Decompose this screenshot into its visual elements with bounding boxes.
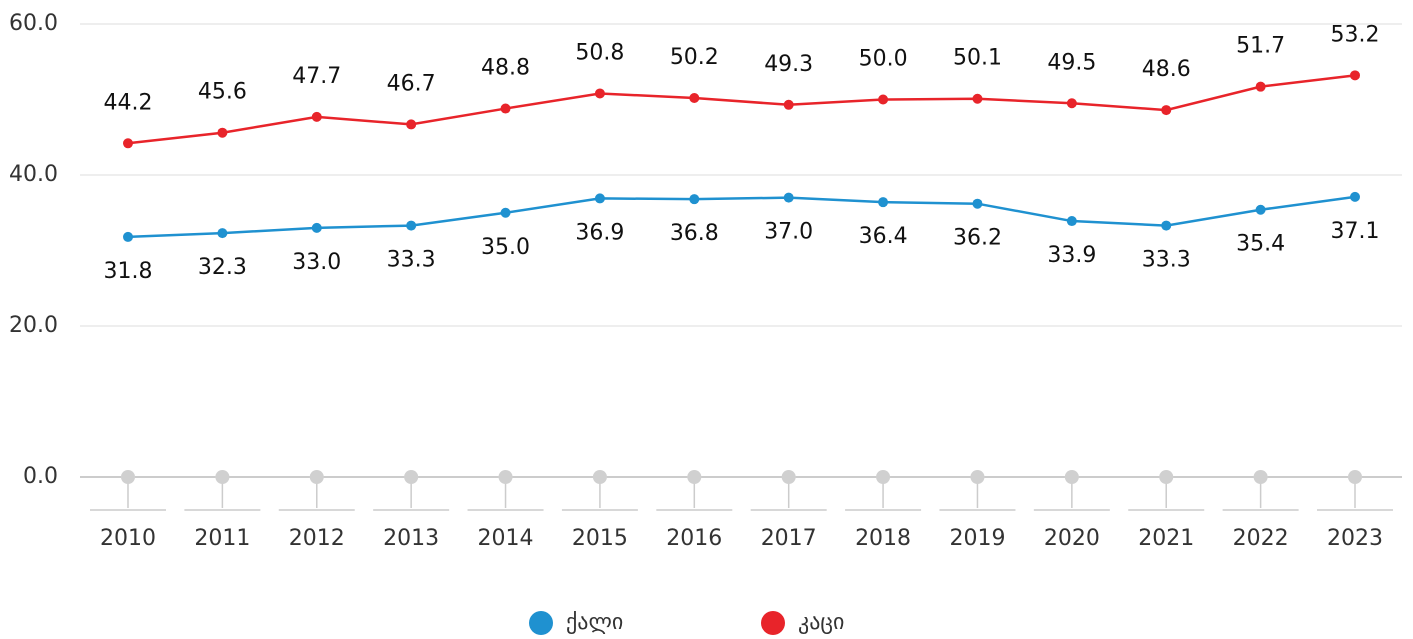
x-tick-label: 2022	[1233, 526, 1289, 551]
x-tick-dot	[404, 470, 419, 484]
legend-label: ქალი	[566, 610, 623, 635]
x-tick-label: 2021	[1138, 526, 1194, 551]
data-point	[406, 119, 417, 130]
data-label: 48.8	[481, 56, 530, 81]
data-label: 35.0	[481, 235, 530, 260]
data-point	[1066, 216, 1077, 227]
data-label: 33.3	[1142, 248, 1191, 273]
data-label: 33.3	[387, 248, 436, 273]
data-label: 45.6	[198, 80, 247, 105]
x-tick-dot	[1159, 470, 1174, 484]
series-line	[127, 74, 1356, 145]
data-label: 50.8	[575, 40, 624, 65]
data-point	[500, 207, 511, 218]
data-label: 36.2	[953, 226, 1002, 251]
data-point	[1161, 220, 1172, 231]
x-tick-dot	[121, 470, 135, 484]
x-tick-label: 2015	[572, 526, 628, 551]
x-tick-dot	[592, 470, 607, 484]
x-tick-label: 2020	[1044, 526, 1100, 551]
data-label: 33.9	[1047, 243, 1096, 268]
series-line	[127, 195, 1356, 239]
data-point	[123, 138, 133, 149]
data-label: 31.8	[104, 259, 153, 284]
y-tick-label: 60.0	[9, 11, 58, 36]
data-point	[689, 92, 700, 103]
x-tick-dot	[1253, 470, 1268, 484]
data-label: 49.5	[1047, 50, 1096, 75]
y-tick-label: 0.0	[23, 464, 58, 489]
data-point	[878, 197, 889, 208]
data-label: 51.7	[1236, 34, 1285, 59]
data-label: 32.3	[198, 255, 247, 280]
x-tick-dot	[1064, 470, 1079, 484]
data-point	[1255, 81, 1266, 92]
data-label: 47.7	[292, 64, 341, 89]
data-label: 46.7	[387, 71, 436, 96]
data-point	[594, 88, 605, 99]
data-label: 50.1	[953, 46, 1002, 71]
legend-swatch	[529, 611, 553, 635]
data-point	[689, 194, 700, 205]
data-label: 50.0	[859, 47, 908, 72]
y-tick-label: 40.0	[9, 162, 58, 187]
x-tick-dot	[970, 470, 985, 484]
data-point	[123, 231, 133, 242]
legend-swatch	[761, 611, 785, 635]
data-point	[972, 198, 983, 209]
data-label: 37.0	[764, 220, 813, 245]
data-point	[311, 111, 322, 122]
data-label: 48.6	[1142, 57, 1191, 82]
x-tick-label: 2018	[855, 526, 911, 551]
data-point	[500, 103, 511, 114]
data-point	[1161, 105, 1172, 116]
data-label: 50.2	[670, 45, 719, 70]
data-label: 36.9	[575, 220, 624, 245]
x-tick-label: 2017	[761, 526, 817, 551]
x-tick-dot	[498, 470, 513, 484]
x-tick-label: 2013	[383, 526, 439, 551]
data-label: 36.8	[670, 221, 719, 246]
data-point	[594, 193, 605, 204]
data-label: 36.4	[859, 224, 908, 249]
data-point	[1255, 204, 1266, 215]
x-tick-dot	[876, 470, 891, 484]
data-point	[1350, 191, 1360, 202]
x-tick-label: 2014	[478, 526, 534, 551]
data-point	[878, 94, 889, 105]
data-point	[406, 220, 417, 231]
x-tick-label: 2010	[100, 526, 156, 551]
data-label: 53.2	[1331, 22, 1380, 47]
data-point	[217, 127, 228, 138]
data-point	[1066, 98, 1077, 109]
data-label: 49.3	[764, 52, 813, 77]
data-point	[1350, 70, 1360, 81]
x-tick-dot	[215, 470, 230, 484]
data-point	[311, 222, 322, 233]
data-point	[972, 93, 983, 104]
y-tick-label: 20.0	[9, 313, 58, 338]
x-tick-dot	[781, 470, 796, 484]
data-label: 44.2	[104, 90, 153, 115]
x-tick-label: 2016	[666, 526, 722, 551]
data-label: 37.1	[1331, 219, 1380, 244]
data-label: 35.4	[1236, 232, 1285, 257]
legend-label: კაცი	[798, 610, 844, 635]
x-tick-label: 2023	[1327, 526, 1383, 551]
data-point	[217, 228, 228, 239]
x-tick-label: 2012	[289, 526, 345, 551]
x-tick-label: 2011	[194, 526, 250, 551]
x-tick-dot	[1348, 470, 1362, 484]
x-tick-dot	[309, 470, 324, 484]
x-tick-label: 2019	[949, 526, 1005, 551]
data-point	[783, 99, 794, 110]
x-tick-dot	[687, 470, 702, 484]
data-label: 33.0	[292, 250, 341, 275]
data-point	[783, 192, 794, 203]
